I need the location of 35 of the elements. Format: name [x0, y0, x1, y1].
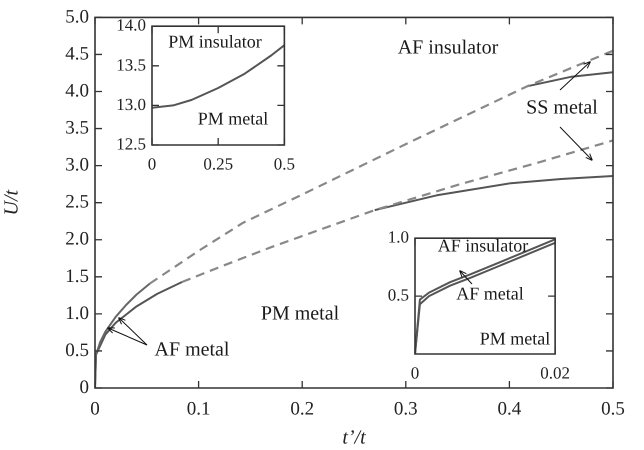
x-tick-label: 0.5 [274, 154, 295, 174]
annotation: PM insulator [168, 32, 262, 52]
annotation: AF insulator [398, 36, 499, 58]
y-tick-label: 5.0 [65, 6, 89, 28]
x-tick-label: 0.3 [394, 398, 418, 420]
y-tick-label: 13.0 [116, 94, 146, 114]
annotation: AF insulator [438, 236, 528, 256]
y-axis-title: U/t [0, 189, 22, 216]
x-tick-label: 0.4 [498, 398, 522, 420]
y-tick-label: 0 [80, 376, 89, 398]
x-tick-label: 0.5 [601, 398, 625, 420]
y-tick-label: 14.0 [116, 16, 146, 35]
y-tick-label: 4.0 [65, 80, 89, 102]
annotation: AF metal [456, 284, 524, 304]
y-tick-label: 13.5 [116, 55, 146, 74]
y-tick-label: 2.0 [65, 228, 89, 250]
y-tick-label: 2.5 [65, 192, 89, 213]
annotation: AF metal [154, 338, 230, 360]
x-tick-label: 0.02 [540, 364, 570, 383]
y-tick-label: 0.5 [65, 340, 89, 361]
x-tick-label: 0.25 [203, 154, 234, 174]
y-tick-label: 12.5 [116, 134, 146, 154]
x-axis-title: t’/t [342, 426, 366, 448]
y-tick-label: 1.0 [65, 302, 89, 324]
x-tick-label: 0.2 [290, 398, 314, 420]
x-tick-label: 0.1 [186, 398, 210, 420]
y-tick-label: 1.5 [65, 266, 89, 287]
y-tick-label: 4.5 [65, 43, 89, 64]
annotation: PM metal [198, 108, 268, 129]
y-tick-label: 3.5 [65, 118, 89, 139]
annotation: PM metal [480, 328, 550, 349]
annotation: PM metal [260, 302, 340, 324]
annotation: SS metal [526, 96, 598, 118]
y-tick-label: 1.0 [388, 228, 409, 247]
y-tick-label: 3.0 [65, 154, 89, 176]
